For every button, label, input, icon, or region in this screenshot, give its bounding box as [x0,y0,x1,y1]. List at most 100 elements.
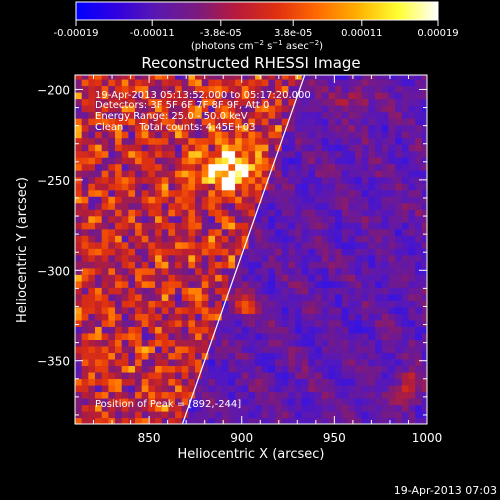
heatmap-cell [301,371,310,380]
heatmap-cell [141,287,149,295]
heatmap-cell [375,92,383,100]
heatmap-cell [288,345,296,353]
heatmap-cell [228,75,236,80]
heatmap-cell [348,287,356,295]
heatmap-cell [241,189,250,197]
heatmap-cell [355,75,363,80]
heatmap-cell [281,131,290,139]
heatmap-cell [228,105,236,113]
heatmap-cell [368,105,376,113]
heatmap-cell [281,345,290,353]
heatmap-cell [381,319,390,327]
heatmap-cell [328,75,336,80]
heatmap-cell [121,75,129,80]
heatmap-cell [301,345,310,353]
heatmap-cell [141,157,149,165]
heatmap-cell [88,144,96,152]
heatmap-cell [368,202,376,210]
heatmap-cell [201,157,209,165]
heatmap-cell [235,196,243,204]
heatmap-cell [128,254,136,262]
heatmap-cell [301,209,310,217]
heatmap-cell [148,241,156,249]
heatmap-cell [348,150,356,158]
heatmap-cell [388,293,396,301]
heatmap-cell [135,267,143,275]
heatmap-cell [315,124,323,132]
heatmap-cell [368,124,376,132]
heatmap-cell [408,241,416,249]
heatmap-cell [421,209,427,217]
heatmap-cell [341,254,350,262]
heatmap-cell [188,371,196,380]
heatmap-cell [228,313,236,321]
heatmap-cell [281,176,290,184]
heatmap-cell [141,176,149,184]
heatmap-cell [395,293,403,301]
heatmap-cell [301,183,310,191]
heatmap-cell [275,339,283,347]
heatmap-cell [181,300,189,308]
heatmap-cell [148,410,156,419]
heatmap-cell [368,137,376,145]
heatmap-cell [215,202,223,210]
heatmap-cell [201,417,209,424]
heatmap-cell [295,371,303,380]
heatmap-cell [115,111,123,119]
heatmap-cell [88,384,96,393]
heatmap-cell [375,417,383,424]
heatmap-cell [155,280,163,288]
heatmap-cell [388,365,396,373]
heatmap-cell [415,124,423,132]
heatmap-cell [415,85,423,93]
heatmap-cell [335,189,343,197]
heatmap-cell [175,235,183,243]
heatmap-cell [75,222,83,230]
heatmap-cell [121,254,129,262]
heatmap-cell [421,92,427,100]
heatmap-cell [115,209,123,217]
heatmap-cell [335,92,343,100]
heatmap-cell [161,358,169,367]
heatmap-cell [101,157,109,165]
heatmap-cell [301,248,310,256]
heatmap-cell [381,241,390,249]
heatmap-cell [275,410,283,419]
heatmap-cell [161,410,169,419]
heatmap-cell [168,391,176,399]
heatmap-cell [135,378,143,386]
heatmap-cell [221,371,229,380]
heatmap-cell [268,280,276,288]
heatmap-cell [301,254,310,262]
heatmap-cell [335,267,343,275]
heatmap-cell [241,235,250,243]
heatmap-cell [295,326,303,334]
heatmap-cell [101,241,109,249]
heatmap-cell [221,241,229,249]
heatmap-cell [261,222,270,230]
heatmap-cell [108,137,116,145]
heatmap-cell [155,137,163,145]
heatmap-cell [421,417,427,424]
heatmap-cell [261,157,270,165]
heatmap-cell [88,319,96,327]
heatmap-cell [101,150,109,158]
heatmap-cell [415,98,423,106]
heatmap-cell [281,352,290,360]
heatmap-cell [155,293,163,301]
heatmap-cell [355,261,363,269]
heatmap-cell [408,410,416,419]
heatmap-cell [355,384,363,393]
heatmap-cell [408,111,416,119]
heatmap-cell [255,85,263,93]
heatmap-cell [408,313,416,321]
heatmap-cell [295,306,303,314]
heatmap-cell [75,183,83,191]
heatmap-cell [168,358,176,367]
heatmap-cell [181,313,189,321]
heatmap-cell [188,358,196,367]
heatmap-cell [408,365,416,373]
heatmap-cell [141,196,149,204]
heatmap-cell [395,150,403,158]
heatmap-cell [295,105,303,113]
